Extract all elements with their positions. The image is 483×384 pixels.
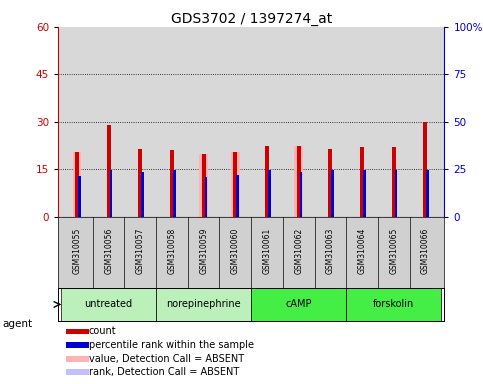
Bar [233,152,237,217]
Bar [78,176,81,217]
Bar [61,288,156,321]
Text: rank, Detection Call = ABSENT: rank, Detection Call = ABSENT [89,367,239,377]
Text: value, Detection Call = ABSENT: value, Detection Call = ABSENT [89,354,244,364]
Bar [395,170,397,217]
Bar [363,170,366,217]
Bar [299,172,302,217]
Bar [297,146,300,217]
Bar [72,152,82,217]
Text: GSM310060: GSM310060 [231,228,240,274]
Text: forskolin: forskolin [373,300,414,310]
Text: GSM310061: GSM310061 [262,228,271,274]
Text: GSM310057: GSM310057 [136,228,145,274]
Bar [268,170,270,217]
Bar [205,177,207,217]
Bar [205,177,207,217]
Bar [202,154,206,217]
Bar [66,356,89,362]
Text: GSM310056: GSM310056 [104,228,113,274]
Bar [251,288,346,321]
Text: GSM310058: GSM310058 [168,228,176,274]
Text: GSM310055: GSM310055 [72,228,82,274]
Bar [328,149,332,217]
Bar [75,152,79,217]
Bar [142,172,144,217]
Bar [78,176,81,217]
Bar [265,146,269,217]
Bar [346,288,441,321]
Bar [139,149,142,217]
Bar [156,288,251,321]
Text: GSM310064: GSM310064 [357,228,367,274]
Bar [66,369,89,376]
Bar [66,328,89,334]
Bar [231,152,240,217]
Bar [360,147,364,217]
Text: untreated: untreated [85,300,133,310]
Text: GSM310065: GSM310065 [389,228,398,274]
Text: GSM310063: GSM310063 [326,228,335,274]
Bar [173,170,175,217]
Title: GDS3702 / 1397274_at: GDS3702 / 1397274_at [170,12,332,26]
Text: GSM310059: GSM310059 [199,228,208,274]
Text: count: count [89,326,116,336]
Bar [110,170,112,217]
Text: percentile rank within the sample: percentile rank within the sample [89,340,254,350]
Bar [426,170,429,217]
Bar [236,175,239,217]
Text: GSM310066: GSM310066 [421,228,430,274]
Text: norepinephrine: norepinephrine [166,300,241,310]
Bar [66,342,89,348]
Bar [331,170,334,217]
Bar [236,175,239,217]
Bar [199,154,208,217]
Bar [424,122,427,217]
Bar [142,172,144,217]
Bar [107,125,111,217]
Bar [294,146,303,217]
Bar [170,151,174,217]
Bar [392,147,396,217]
Text: GSM310062: GSM310062 [294,228,303,274]
Text: agent: agent [2,319,32,329]
Text: cAMP: cAMP [285,300,312,310]
